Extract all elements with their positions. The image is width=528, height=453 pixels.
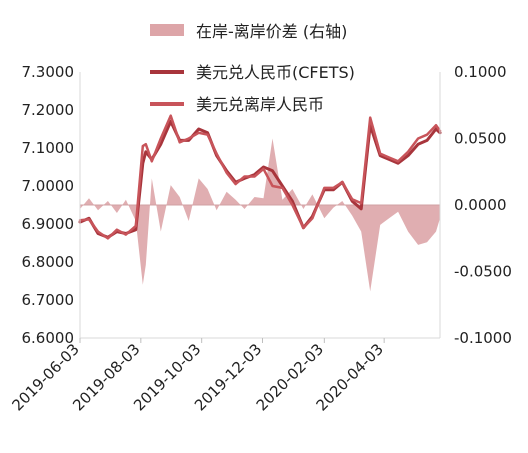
legend: 在岸-离岸价差 (右轴) 美元兑人民币(CFETS) 美元兑离岸人民币 xyxy=(150,22,355,114)
y-left-tick-label: 6.8000 xyxy=(22,253,75,271)
y-left-tick-label: 6.9000 xyxy=(22,215,75,233)
legend-swatch-spread xyxy=(150,24,184,36)
legend-item-spread: 在岸-离岸价差 (右轴) xyxy=(150,22,347,41)
y-left-tick-label: 7.3000 xyxy=(22,63,75,81)
legend-label-spread: 在岸-离岸价差 (右轴) xyxy=(196,22,347,41)
offshore-line xyxy=(78,114,442,240)
y-right-tick-label: 0.0000 xyxy=(454,196,507,214)
spread-area-layer xyxy=(80,138,440,292)
y-left-tick-label: 7.2000 xyxy=(22,101,75,119)
axes-layer: 6.6000 6.7000 6.8000 6.9000 7.0000 7.1000 7.20… xyxy=(8,63,511,415)
legend-item-offshore: 美元兑离岸人民币 xyxy=(150,95,324,114)
y-right-tick-label: 0.1000 xyxy=(454,63,507,81)
legend-label-cfets: 美元兑人民币(CFETS) xyxy=(196,63,355,82)
legend-item-cfets: 美元兑人民币(CFETS) xyxy=(150,63,355,82)
y-right-tick-label: -0.0500 xyxy=(454,263,512,281)
spread-area xyxy=(80,138,440,292)
y-left-tick-label: 7.0000 xyxy=(22,177,75,195)
y-left-tick-label: 7.1000 xyxy=(22,139,75,157)
legend-label-offshore: 美元兑离岸人民币 xyxy=(196,95,324,114)
line-layer xyxy=(78,114,442,240)
y-right-tick-label: -0.1000 xyxy=(454,329,512,347)
y-left-tick-label: 6.6000 xyxy=(22,329,75,347)
y-right-tick-label: 0.0500 xyxy=(454,130,507,148)
y-left-tick-label: 6.7000 xyxy=(22,291,75,309)
